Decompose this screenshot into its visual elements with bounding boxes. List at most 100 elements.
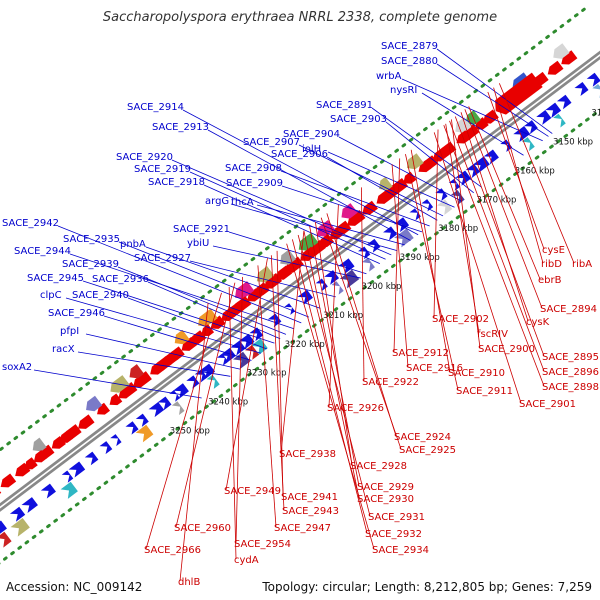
reverse-label-leader (460, 112, 529, 322)
forward-label-leader (212, 245, 361, 279)
reverse-gene-label: ebrB (538, 275, 562, 286)
forward-label-leader (69, 253, 294, 330)
forward-gene-label: SACE_2946 (48, 308, 105, 319)
reverse-gene-arrow (275, 265, 293, 280)
reverse-gene-label: ribD (541, 259, 562, 270)
reverse-label-leader (328, 204, 339, 408)
forward-gene-label: SACE_2942 (2, 218, 59, 229)
forward-gene-arrow (68, 461, 86, 478)
forward-gene-label: nysRI (390, 85, 417, 96)
accession-text: Accession: NC_009142 (6, 580, 143, 594)
forward-label-leader (371, 107, 482, 188)
reverse-gene-label: dhlB (178, 577, 200, 588)
reverse-gene-arrow (51, 435, 66, 449)
forward-gene-label: pfpI (60, 326, 79, 337)
forward-gene-arrow (574, 81, 589, 96)
reverse-gene-arrow (24, 457, 38, 470)
kbp-tick-label: 3240 kbp (208, 398, 248, 408)
forward-gene-arrow (198, 363, 216, 380)
forward-gene-block (394, 228, 414, 248)
reverse-gene-arrow (109, 393, 123, 406)
forward-gene-label: SACE_2939 (62, 259, 119, 270)
reverse-gene-block (235, 281, 255, 299)
reverse-gene-arrow (474, 117, 489, 130)
reverse-gene-label: SACE_2947 (274, 523, 331, 534)
forward-gene-arrow (383, 226, 398, 241)
forward-gene-arrow (500, 139, 513, 152)
forward-gene-arrow (338, 258, 355, 275)
forward-label-leader (77, 351, 231, 377)
kbp-tick-label: 3190 kbp (400, 253, 440, 263)
reverse-label-leader (487, 91, 545, 250)
forward-gene-label: SACE_2918 (148, 177, 205, 188)
forward-gene-label: SACE_2913 (152, 122, 209, 133)
forward-gene-block (135, 424, 154, 443)
reverse-gene-arrow (432, 147, 449, 162)
reverse-gene-block (280, 249, 297, 265)
forward-label-leader (117, 266, 287, 335)
forward-label-leader (127, 297, 267, 350)
reverse-gene-label: SACE_2934 (372, 545, 429, 556)
reverse-gene-block (298, 232, 319, 251)
forward-gene-label: iolH (302, 144, 321, 155)
reverse-label-leader (235, 276, 243, 544)
reverse-gene-block (455, 117, 472, 133)
reverse-label-leader (257, 265, 277, 528)
reverse-gene-label: SACE_2966 (144, 545, 201, 556)
kbp-tick-label: 3230 kbp (246, 369, 286, 379)
kbp-tick-label: 3140 kbp (591, 109, 600, 119)
reverse-gene-label: cydA (234, 555, 259, 566)
forward-gene-arrow (186, 375, 200, 389)
reverse-gene-label: SACE_2896 (542, 367, 599, 378)
forward-gene-arrow (545, 102, 562, 118)
forward-gene-block (60, 481, 78, 499)
forward-gene-block (521, 137, 535, 152)
forward-gene-label: soxA2 (2, 362, 32, 373)
forward-gene-arrow (267, 313, 282, 328)
forward-label-leader (118, 241, 310, 318)
genome-title: Saccharopolyspora erythraea NRRL 2338, c… (102, 10, 498, 25)
forward-gene-arrow (0, 520, 7, 534)
reverse-label-leader (498, 83, 575, 264)
reverse-gene-label: SACE_2910 (448, 368, 505, 379)
reverse-label-leader (309, 226, 360, 487)
reverse-gene-label: SACE_2949 (224, 486, 281, 497)
kbp-tick-label: 3160 kbp (515, 166, 555, 176)
forward-gene-arrow (472, 156, 490, 173)
forward-gene-arrow (99, 441, 113, 455)
kbp-tick-label: 3200 kbp (361, 282, 401, 292)
reverse-label-leader (297, 234, 371, 517)
forward-gene-label: racX (52, 344, 75, 355)
forward-gene-block (171, 401, 185, 416)
forward-gene-arrow (125, 421, 139, 435)
forward-gene-block (361, 257, 375, 272)
forward-gene-label: pnbA (120, 239, 146, 250)
reverse-gene-arrow (33, 450, 48, 463)
forward-gene-arrow (455, 170, 472, 186)
forward-label-leader (182, 109, 419, 236)
forward-gene-arrow (421, 199, 434, 212)
reverse-gene-arrow (376, 190, 392, 204)
forward-label-leader (207, 129, 411, 241)
kbp-tick-label: 3180 kbp (438, 224, 478, 234)
forward-gene-label: SACE_2920 (116, 152, 173, 163)
reverse-gene-arrow (247, 288, 263, 302)
reverse-gene-arrow (336, 220, 352, 235)
forward-gene-label: argG (205, 196, 229, 207)
forward-label-leader (82, 280, 275, 344)
forward-gene-label: SACE_2945 (27, 273, 84, 284)
forward-gene-block (553, 113, 566, 128)
forward-gene-label: wrbA (376, 71, 402, 82)
forward-gene-arrow (61, 470, 74, 483)
reverse-gene-label: SACE_2929 (357, 482, 414, 493)
forward-gene-arrow (483, 149, 499, 165)
forward-label-leader (145, 246, 321, 309)
forward-gene-arrow (409, 208, 421, 221)
forward-label-leader (189, 171, 386, 260)
reverse-label-leader (145, 292, 222, 550)
reverse-label-leader (468, 106, 541, 280)
reverse-gene-block (317, 220, 336, 237)
forward-gene-label: SACE_2914 (127, 102, 184, 113)
reverse-guide-line (0, 7, 586, 452)
